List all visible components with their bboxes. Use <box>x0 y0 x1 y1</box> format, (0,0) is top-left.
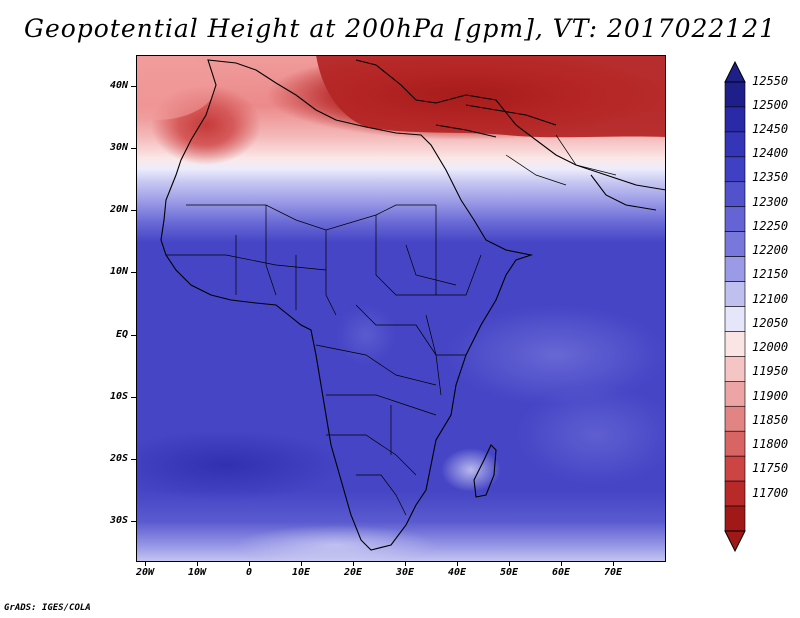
colorbar-swatch <box>724 480 746 507</box>
lat-label-20s: 20S <box>109 453 128 464</box>
colorbar-label: 12000 <box>752 340 789 354</box>
lon-tick <box>405 562 406 566</box>
lon-label-10e: 10E <box>291 567 311 578</box>
lon-tick <box>509 562 510 566</box>
lon-tick <box>145 562 146 566</box>
lon-label-0: 0 <box>245 567 253 578</box>
lat-label-10s: 10S <box>109 391 128 402</box>
lat-tick <box>131 521 136 522</box>
colorbar-swatch <box>724 505 746 532</box>
colorbar-swatch <box>724 281 746 307</box>
colorbar-label: 11700 <box>752 486 789 500</box>
colorbar-label: 11950 <box>752 364 789 378</box>
colorbar-swatch <box>724 356 746 382</box>
colorbar-label: 12400 <box>752 146 789 160</box>
colorbar-swatch <box>724 181 746 208</box>
lon-label-20w: 20W <box>135 567 155 578</box>
lon-label-40e: 40E <box>447 567 467 578</box>
colorbar-label: 12100 <box>752 292 789 306</box>
lat-tick <box>131 335 136 336</box>
lat-tick <box>131 459 136 460</box>
colorbar-swatch <box>724 430 746 457</box>
contour-field <box>136 55 666 562</box>
colorbar-min-arrow <box>724 530 746 553</box>
colorbar-label: 12150 <box>752 267 789 281</box>
country-borders <box>166 134 617 516</box>
colorbar-label: 12500 <box>752 98 789 112</box>
lat-label-10n: 10N <box>109 266 128 277</box>
colorbar-swatch <box>724 106 746 133</box>
colorbar-label: 12350 <box>752 170 789 184</box>
colorbar-label: 11850 <box>752 413 789 427</box>
colorbar-swatch <box>724 331 746 357</box>
colorbar-swatch <box>724 206 746 232</box>
lon-label-30e: 30E <box>395 567 415 578</box>
lat-tick <box>131 272 136 273</box>
lat-label-30n: 30N <box>109 142 128 153</box>
colorbar-swatch <box>724 381 746 407</box>
colorbar-label: 12050 <box>752 316 789 330</box>
lat-label-40n: 40N <box>109 80 128 91</box>
lon-label-70e: 70E <box>603 567 623 578</box>
lat-label-30s: 30S <box>109 515 128 526</box>
colorbar-label: 12250 <box>752 219 789 233</box>
colorbar-max-arrow <box>724 60 746 83</box>
lon-label-50e: 50E <box>499 567 519 578</box>
colorbar-swatch <box>724 81 746 108</box>
colorbar-swatch <box>724 231 746 257</box>
lat-tick <box>131 397 136 398</box>
colorbar-swatch <box>724 455 746 482</box>
colorbar-swatch <box>724 306 746 332</box>
lon-tick <box>353 562 354 566</box>
coastlines <box>160 59 666 551</box>
lon-label-60e: 60E <box>551 567 571 578</box>
colorbar-label: 11900 <box>752 389 789 403</box>
colorbar-swatch <box>724 156 746 183</box>
credit-text: GrADS: IGES/COLA <box>4 603 91 613</box>
colorbar-label: 12200 <box>752 243 789 257</box>
colorbar-label: 12300 <box>752 195 789 209</box>
lon-tick <box>301 562 302 566</box>
lat-tick <box>131 148 136 149</box>
colorbar-swatch <box>724 131 746 158</box>
map-title: Geopotential Height at 200hPa [gpm], VT:… <box>23 14 777 43</box>
lon-tick <box>561 562 562 566</box>
lon-tick <box>249 562 250 566</box>
lat-tick <box>131 210 136 211</box>
lon-label-10w: 10W <box>187 567 207 578</box>
colorbar-label: 12450 <box>752 122 789 136</box>
lon-tick <box>197 562 198 566</box>
lon-label-20e: 20E <box>343 567 363 578</box>
lat-label-eq: EQ <box>115 329 128 340</box>
colorbar-swatch <box>724 256 746 282</box>
colorbar-label: 11750 <box>752 461 789 475</box>
colorbar <box>724 60 746 553</box>
height-field-map <box>136 55 666 562</box>
colorbar-label: 12550 <box>752 74 789 88</box>
lat-label-20n: 20N <box>109 204 128 215</box>
colorbar-label: 11800 <box>752 437 789 451</box>
lat-tick <box>131 86 136 87</box>
lon-tick <box>613 562 614 566</box>
lon-tick <box>457 562 458 566</box>
colorbar-swatch <box>724 405 746 432</box>
